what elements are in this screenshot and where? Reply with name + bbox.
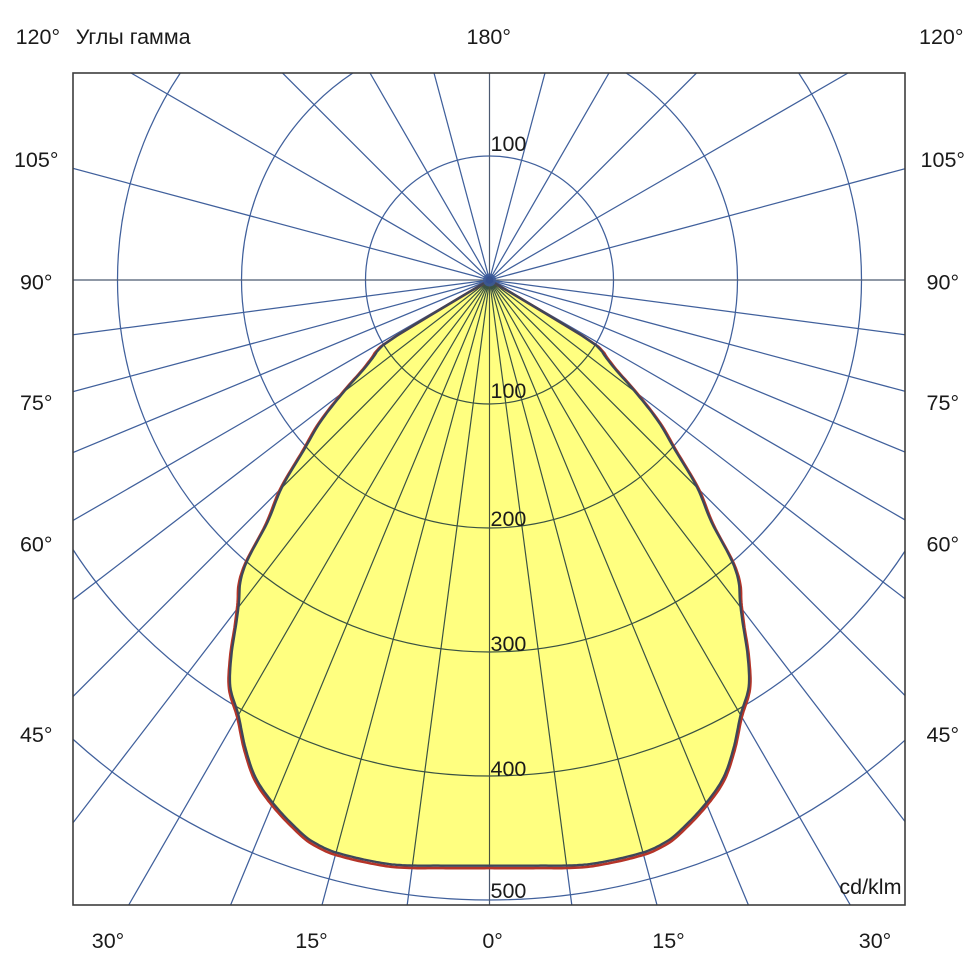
svg-text:400: 400 [491,757,527,781]
svg-text:15°: 15° [295,929,328,953]
svg-text:75°: 75° [20,391,53,415]
svg-text:300: 300 [491,632,527,656]
svg-text:105°: 105° [921,148,965,172]
svg-text:120°: 120° [16,25,60,49]
svg-text:100: 100 [491,379,527,403]
svg-text:500: 500 [491,879,527,903]
svg-text:cd/klm: cd/klm [839,875,901,899]
svg-text:120°: 120° [919,25,963,49]
svg-text:75°: 75° [927,391,960,415]
svg-text:200: 200 [491,507,527,531]
svg-text:60°: 60° [927,533,960,557]
svg-text:100: 100 [491,132,527,156]
svg-text:Углы гамма: Углы гамма [76,25,191,49]
svg-text:15°: 15° [652,929,685,953]
svg-text:90°: 90° [927,271,960,295]
svg-text:180°: 180° [467,25,511,49]
svg-text:105°: 105° [14,148,58,172]
svg-text:45°: 45° [927,723,960,747]
svg-text:30°: 30° [859,929,892,953]
svg-text:45°: 45° [20,723,53,747]
svg-text:0°: 0° [482,929,503,953]
svg-text:90°: 90° [20,271,53,295]
svg-text:60°: 60° [20,533,53,557]
svg-text:30°: 30° [92,929,125,953]
